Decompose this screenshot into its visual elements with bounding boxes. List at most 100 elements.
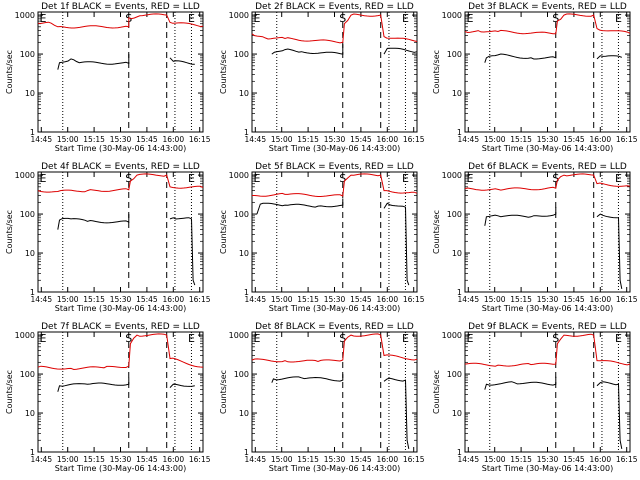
x-tick-label: 15:15: [510, 455, 532, 464]
x-tick-label: 14:45: [244, 135, 266, 144]
x-tick-label: 15:45: [136, 295, 158, 304]
x-tick-label: 15:00: [484, 455, 506, 464]
x-axis-label: Start Time (30-May-06 14:43:00): [55, 304, 186, 313]
y-tick-label: 1: [457, 448, 462, 457]
y-tick-label: 10: [239, 249, 249, 258]
x-tick-label: 16:00: [589, 135, 611, 144]
y-tick-label: 1: [244, 128, 249, 137]
panel-title: Det 3f BLACK = Events, RED = LLD: [468, 2, 627, 12]
detector-panel-5: Det 5f BLACK = Events, RED = LLD 1 10 100 10…: [219, 162, 425, 313]
y-tick-label: 100: [234, 370, 249, 379]
x-axis-label: Start Time (30-May-06 14:43:00): [55, 464, 186, 473]
event-marker-label: E: [188, 12, 195, 25]
x-tick-label: 15:15: [297, 295, 319, 304]
y-tick-label: 100: [447, 370, 462, 379]
x-tick-label: 15:00: [484, 135, 506, 144]
x-tick-label: 15:30: [537, 295, 559, 304]
event-marker-label: S: [125, 172, 132, 185]
x-tick-label: 15:30: [110, 295, 132, 304]
panel-title: Det 8f BLACK = Events, RED = LLD: [255, 322, 414, 332]
y-tick-label: 1000: [442, 331, 462, 340]
x-tick-label: 15:45: [350, 295, 372, 304]
event-marker-label: E: [466, 12, 473, 25]
x-tick-label: 15:45: [136, 135, 158, 144]
x-tick-label: 15:30: [110, 135, 132, 144]
x-tick-label: 16:00: [376, 295, 398, 304]
series-lld-line: [252, 173, 418, 197]
series-lld-line: [37, 333, 204, 371]
detector-panel-6: Det 6f BLACK = Events, RED = LLD 1 10 100 10…: [432, 162, 638, 313]
y-tick-label: 100: [20, 370, 35, 379]
series-events-line: [596, 55, 622, 60]
event-marker-label: E: [253, 332, 260, 345]
x-tick-label: 16:15: [403, 135, 425, 144]
series-events-line: [271, 374, 344, 383]
series-events-line: [596, 381, 623, 449]
series-events-line: [484, 51, 557, 63]
series-events-line: [383, 202, 410, 286]
y-tick-label: 10: [452, 409, 462, 418]
event-marker-label: E: [466, 332, 473, 345]
x-axis-label: Start Time (30-May-06 14:43:00): [482, 144, 613, 153]
x-tick-label: 15:30: [110, 455, 132, 464]
detector-panel-4: Det 4f BLACK = Events, RED = LLD 1 10 100 10…: [5, 162, 211, 313]
y-tick-label: 1: [30, 448, 35, 457]
detector-panel-9: Det 9f BLACK = Events, RED = LLD 1 10 100 10…: [432, 322, 638, 473]
y-tick-label: 100: [447, 210, 462, 219]
panel-title: Det 1f BLACK = Events, RED = LLD: [41, 2, 200, 12]
x-tick-label: 15:45: [563, 135, 585, 144]
panel-title: Det 9f BLACK = Events, RED = LLD: [468, 322, 627, 332]
x-tick-label: 16:00: [162, 295, 184, 304]
x-tick-label: 16:00: [162, 455, 184, 464]
x-tick-label: 14:45: [457, 455, 479, 464]
series-events-line: [383, 47, 418, 55]
x-tick-label: 15:30: [537, 135, 559, 144]
y-tick-label: 10: [25, 409, 35, 418]
x-tick-label: 16:00: [589, 295, 611, 304]
x-tick-label: 15:45: [563, 295, 585, 304]
x-tick-label: 15:00: [57, 135, 79, 144]
x-axis-label: Start Time (30-May-06 14:43:00): [55, 144, 186, 153]
series-events-line: [383, 377, 410, 449]
series-events-line: [57, 214, 130, 230]
series-events-line: [596, 213, 623, 289]
y-tick-label: 1: [457, 128, 462, 137]
x-tick-label: 14:45: [30, 295, 52, 304]
y-tick-label: 1000: [229, 171, 249, 180]
y-tick-label: 1000: [15, 331, 35, 340]
x-tick-label: 16:15: [189, 455, 211, 464]
detector-panel-3: Det 3f BLACK = Events, RED = LLD 1 10 100 10…: [432, 2, 638, 153]
x-tick-label: 14:45: [30, 455, 52, 464]
series-lld-line: [37, 173, 204, 193]
y-tick-label: 100: [447, 50, 462, 59]
series-lld-line: [464, 173, 631, 191]
series-events-line: [169, 383, 195, 388]
x-tick-label: 16:00: [589, 455, 611, 464]
series-events-line: [57, 377, 130, 392]
x-tick-label: 15:00: [271, 135, 293, 144]
x-tick-label: 14:45: [244, 455, 266, 464]
x-tick-label: 15:15: [297, 455, 319, 464]
x-tick-label: 16:15: [189, 295, 211, 304]
x-tick-label: 15:45: [136, 455, 158, 464]
x-tick-label: 15:15: [83, 135, 105, 144]
event-marker-label: S: [339, 12, 346, 25]
x-tick-label: 16:15: [616, 135, 638, 144]
y-tick-label: 10: [452, 249, 462, 258]
y-axis-label: Counts/sec: [5, 50, 14, 94]
y-axis-label: Counts/sec: [432, 370, 441, 414]
x-tick-label: 15:45: [350, 455, 372, 464]
y-tick-label: 100: [234, 50, 249, 59]
x-tick-label: 14:45: [457, 295, 479, 304]
panel-title: Det 4f BLACK = Events, RED = LLD: [41, 162, 200, 172]
event-marker-label: E: [39, 172, 46, 185]
event-marker-label: S: [552, 12, 559, 25]
x-tick-label: 15:45: [350, 135, 372, 144]
series-events-line: [169, 57, 195, 65]
x-tick-label: 16:00: [376, 455, 398, 464]
y-tick-label: 100: [20, 50, 35, 59]
x-tick-label: 15:15: [83, 455, 105, 464]
y-axis-label: Counts/sec: [432, 50, 441, 94]
series-lld-line: [37, 13, 204, 29]
